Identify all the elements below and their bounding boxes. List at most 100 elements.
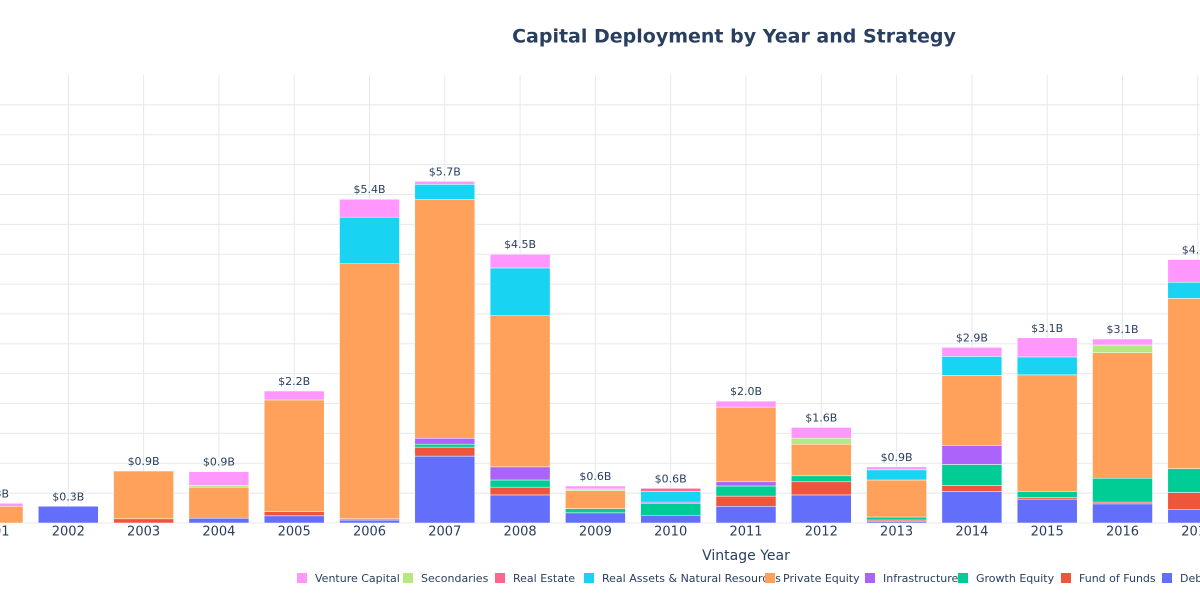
x-tick-label: 2011: [729, 525, 762, 540]
bar-segment: [414, 443, 476, 448]
x-tick-label: 2001: [0, 525, 10, 540]
bar-segment: [1092, 344, 1153, 354]
bar-segment: [414, 437, 476, 445]
legend-swatch: [495, 573, 505, 583]
bar-segment: [941, 485, 1003, 492]
bar-segment: [1016, 374, 1078, 492]
bar-segment: [339, 216, 400, 265]
legend-label: Fund of Funds: [1079, 572, 1156, 585]
x-tick-label: 2017: [1181, 525, 1200, 540]
bar-segment: [640, 488, 701, 492]
bar-segment: [640, 503, 701, 516]
legend-label: Private Equity: [783, 572, 860, 585]
bar-segment: [565, 512, 626, 524]
total-label: $4.5B: [504, 238, 536, 251]
bar-segment: [715, 506, 777, 524]
bar-segment: [565, 485, 626, 490]
total-label: $5.7B: [429, 165, 461, 178]
bar-segment: [339, 519, 400, 524]
total-label: $0.9B: [128, 455, 160, 468]
x-tick-label: 2002: [52, 525, 85, 540]
legend-swatch: [584, 573, 594, 583]
bar-segment: [1016, 498, 1078, 524]
bar-segment: [0, 506, 24, 524]
total-label: $0.9B: [203, 456, 235, 469]
bar-segment: [414, 181, 476, 185]
bar-segment: [941, 445, 1003, 465]
total-label: $1.6B: [805, 411, 837, 424]
bar-segment: [188, 485, 250, 488]
bar-segment: [1167, 282, 1200, 299]
bar-segment: [715, 406, 777, 483]
x-tick-label: 2016: [1106, 525, 1139, 540]
x-tick-label: 2003: [127, 525, 160, 540]
bar-segment: [339, 198, 400, 218]
x-tick-label: 2004: [202, 525, 235, 540]
total-label: $0.3B: [52, 490, 84, 503]
bar-segment: [941, 356, 1003, 376]
legend-label: Infrastructure: [883, 572, 959, 585]
bar-segment: [188, 517, 250, 524]
total-label: $2.9B: [956, 331, 988, 344]
bar-segment: [1092, 338, 1153, 346]
bar-segment: [489, 479, 551, 488]
bar-segment: [791, 481, 852, 496]
legend-swatch: [865, 573, 875, 583]
x-tick-label: 2010: [654, 525, 687, 540]
bar-segment: [791, 427, 852, 439]
legend-swatch: [765, 573, 775, 583]
bar-segment: [489, 267, 551, 316]
bar-segment: [1092, 501, 1153, 505]
bar-segment: [113, 518, 174, 524]
bar-segment: [1016, 356, 1078, 376]
x-tick-label: 2006: [353, 525, 386, 540]
legend-label: Real Estate: [513, 572, 575, 585]
total-label: $0.3B: [0, 487, 9, 500]
legend-label: Growth Equity: [976, 572, 1055, 585]
bar-segment: [866, 479, 927, 518]
total-label: $3.1B: [1031, 322, 1063, 335]
legend-label: Debt: [1180, 572, 1200, 585]
bar-segment: [1016, 491, 1078, 498]
total-label: $3.1B: [1106, 323, 1138, 336]
bar-segment: [489, 466, 551, 481]
total-label: $0.6B: [655, 472, 687, 485]
bar-segment: [0, 503, 24, 507]
bar-segment: [715, 485, 777, 497]
legend-label: Real Assets & Natural Resources: [602, 572, 781, 585]
legend-label: Secondaries: [421, 572, 489, 585]
bar-segment: [414, 198, 476, 439]
x-tick-label: 2007: [428, 525, 461, 540]
bar-segment: [715, 481, 777, 487]
x-tick-label: 2014: [955, 525, 988, 540]
bar-segment: [38, 506, 99, 524]
total-label: $2.2B: [278, 375, 310, 388]
bar-segment: [791, 494, 852, 524]
bar-segment: [414, 184, 476, 200]
total-label: $0.6B: [579, 470, 611, 483]
bar-segment: [715, 400, 777, 408]
bar-segment: [489, 253, 551, 269]
bar-segment: [489, 486, 551, 496]
bar-segment: [791, 475, 852, 483]
legend-swatch: [297, 573, 307, 583]
bar-segment: [1092, 352, 1153, 479]
bar-segment: [263, 511, 325, 517]
bar-segment: [263, 515, 325, 524]
bar-segment: [941, 347, 1003, 357]
bar-segment: [1016, 337, 1078, 358]
bar-segment: [339, 263, 400, 520]
bar-segment: [640, 491, 701, 503]
bar-segment: [263, 399, 325, 512]
total-label: $2.0B: [730, 385, 762, 398]
total-label: $4.4B: [1182, 244, 1200, 257]
legend-swatch: [403, 573, 413, 583]
bar-segment: [1167, 259, 1200, 283]
total-label: $0.9B: [881, 451, 913, 464]
bar-segment: [791, 437, 852, 445]
x-tick-label: 2013: [880, 525, 913, 540]
bar-segment: [866, 520, 927, 524]
bar-segment: [263, 390, 325, 401]
legend-swatch: [958, 573, 968, 583]
bar-segment: [715, 495, 777, 507]
